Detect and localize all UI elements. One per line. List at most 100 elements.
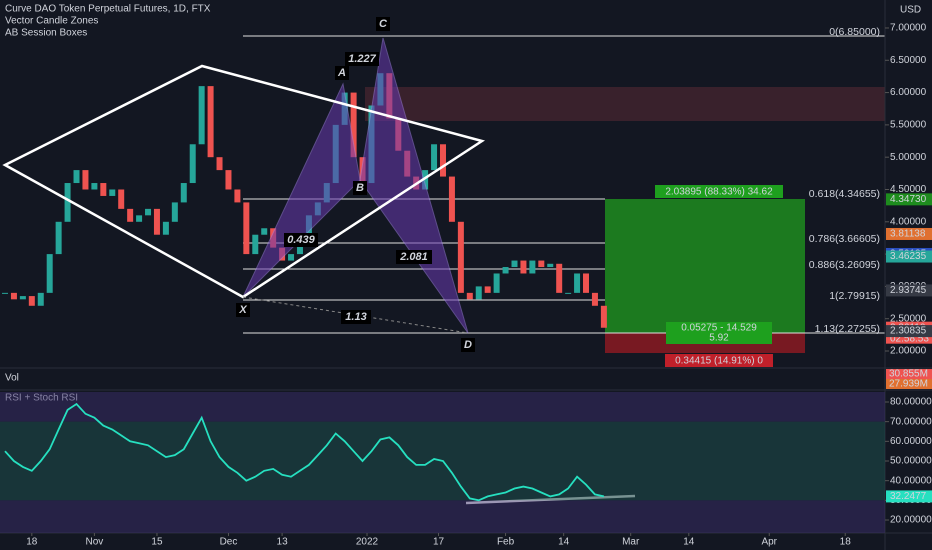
candle bbox=[574, 273, 581, 293]
fib-label: 0.886(3.26095) bbox=[809, 259, 880, 271]
countdown: 02:58:53 bbox=[890, 333, 929, 344]
candle bbox=[82, 170, 89, 190]
supply-zone bbox=[365, 87, 885, 121]
candle bbox=[422, 170, 429, 190]
candle bbox=[538, 260, 545, 268]
candle bbox=[466, 292, 473, 300]
indicator-label: AB Session Boxes bbox=[5, 28, 87, 39]
candle bbox=[448, 176, 455, 222]
y-tick-label: 40.00000 bbox=[890, 475, 932, 486]
ratio-label: 2.081 bbox=[399, 251, 428, 263]
price-tag bbox=[886, 227, 932, 240]
candle bbox=[600, 305, 607, 328]
target-zone bbox=[605, 199, 805, 333]
x-tick-label: Mar bbox=[622, 537, 640, 548]
stop-label: 0.34415 (14.91%) 0 bbox=[675, 356, 763, 367]
candle bbox=[198, 86, 205, 145]
candle bbox=[37, 292, 44, 306]
entry-label: 0.05275 - 14.529 bbox=[681, 323, 757, 334]
ratio-label: 1.227 bbox=[348, 53, 376, 65]
candle bbox=[225, 170, 232, 190]
ratio-box bbox=[345, 52, 379, 66]
diamond bbox=[2, 64, 486, 299]
y-tick-label: 80.00000 bbox=[890, 397, 932, 408]
rsi-tag bbox=[886, 490, 932, 503]
x-tick-label: 2022 bbox=[356, 537, 379, 548]
ratio-label: 1.13 bbox=[345, 311, 366, 323]
candle bbox=[2, 292, 9, 294]
candle bbox=[350, 92, 357, 158]
entry-box bbox=[666, 322, 772, 344]
y-tick-label: 70.00000 bbox=[890, 416, 932, 427]
xd-line bbox=[242, 296, 469, 334]
y-tick-label: 4.50000 bbox=[890, 184, 927, 195]
point-box bbox=[353, 181, 367, 195]
candle bbox=[64, 183, 71, 222]
y-tick-label: 2.50000 bbox=[890, 313, 927, 324]
ratio-label: 0.439 bbox=[287, 234, 315, 246]
candle bbox=[10, 292, 17, 300]
price-tag bbox=[886, 250, 932, 263]
candle bbox=[288, 254, 295, 261]
y-tick-label: 60.00000 bbox=[890, 436, 932, 447]
candle bbox=[511, 260, 518, 268]
candle bbox=[189, 144, 196, 184]
countdown-tag bbox=[886, 333, 932, 344]
price-tag-label: 3.81138 bbox=[890, 229, 926, 240]
candle bbox=[591, 292, 598, 306]
volume-tag bbox=[886, 379, 932, 389]
x-tick-label: 18 bbox=[840, 537, 852, 548]
candle bbox=[207, 86, 214, 158]
x-tick-label: 14 bbox=[558, 537, 570, 548]
indicator-label: Vector Candle Zones bbox=[5, 16, 98, 27]
y-tick-label: 20.00000 bbox=[890, 515, 932, 526]
candle bbox=[529, 260, 536, 274]
point-box bbox=[335, 66, 349, 80]
candle bbox=[153, 208, 160, 235]
x-tick-label: 15 bbox=[151, 537, 163, 548]
price-tag bbox=[886, 193, 932, 206]
y-tick-label: 7.00000 bbox=[890, 23, 927, 34]
price-tag bbox=[886, 284, 932, 297]
candle bbox=[171, 202, 178, 222]
candle bbox=[439, 144, 446, 177]
volume-tag bbox=[886, 369, 932, 379]
candle bbox=[583, 273, 590, 293]
ratio-box bbox=[284, 233, 318, 247]
candle bbox=[180, 183, 187, 203]
candle bbox=[234, 189, 241, 203]
currency: USD bbox=[900, 5, 921, 16]
price-tag-label: 4.34730 bbox=[890, 194, 927, 205]
y-tick-label: 6.50000 bbox=[890, 55, 927, 66]
chart-title: Curve DAO Token Perpetual Futures, 1D, F… bbox=[5, 4, 211, 15]
y-tick-label: 6.00000 bbox=[890, 87, 927, 98]
point-label: X bbox=[238, 304, 247, 316]
candle bbox=[252, 234, 259, 255]
point-box bbox=[461, 338, 475, 352]
y-tick-label: 5.00000 bbox=[890, 152, 927, 163]
candle bbox=[127, 208, 134, 222]
volume-label: Vol bbox=[5, 373, 19, 384]
x-tick-label: 13 bbox=[277, 537, 289, 548]
rsi-upper-band bbox=[0, 392, 885, 422]
price-tag-label: 2.30835 bbox=[890, 326, 927, 337]
rsi-lower-band bbox=[0, 500, 885, 533]
candle bbox=[109, 189, 116, 196]
point-label: B bbox=[356, 182, 364, 194]
point-box bbox=[236, 303, 250, 317]
fib-label: 1(2.79915) bbox=[829, 290, 880, 302]
x-tick-label: Nov bbox=[85, 537, 103, 548]
candle bbox=[136, 215, 143, 222]
x-tick-label: 17 bbox=[433, 537, 445, 548]
candle bbox=[547, 263, 554, 268]
x-tick-label: Dec bbox=[220, 537, 238, 548]
x-tick-label: Apr bbox=[761, 537, 777, 548]
ratio-box bbox=[396, 250, 432, 264]
candle bbox=[556, 263, 563, 293]
rsi-tag-label: 32.2477 bbox=[890, 491, 927, 502]
candle bbox=[243, 202, 250, 255]
fib-label: 0(6.85000) bbox=[829, 26, 880, 38]
candle bbox=[493, 273, 500, 293]
